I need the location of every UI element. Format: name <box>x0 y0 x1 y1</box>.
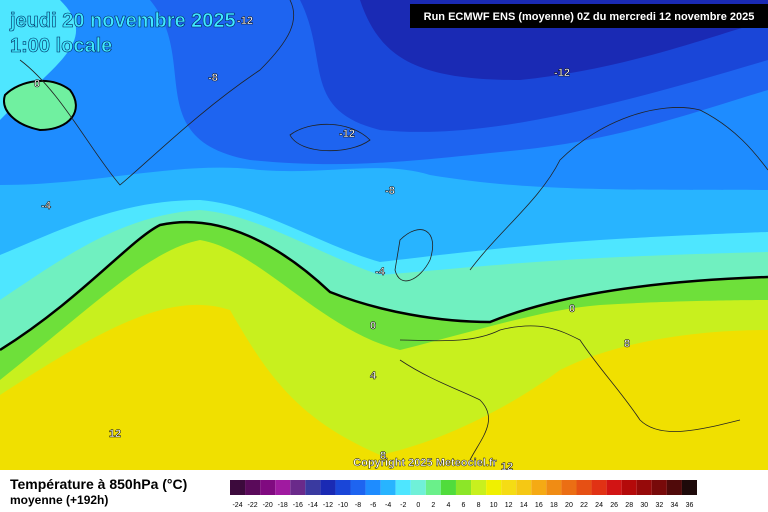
contour-label: -12 <box>237 15 253 27</box>
legend-swatch <box>501 480 517 495</box>
color-legend: -24 -22 -20 -18 -16 -14 -12 -10 -8 -6 -4 -2 0 2 4 6 8 10 1… <box>230 480 697 509</box>
legend-label: 0 <box>416 502 420 509</box>
legend-label: -18 <box>278 502 288 509</box>
contour-label: -8 <box>208 72 218 84</box>
legend-label: 26 <box>610 502 618 509</box>
legend-label: 24 <box>595 502 603 509</box>
contour-label: -12 <box>339 128 355 140</box>
contour-label: -4 <box>375 266 386 278</box>
contour-label: 0 <box>370 320 376 332</box>
legend-label: -14 <box>308 502 318 509</box>
legend-label: 30 <box>640 502 648 509</box>
contour-label: 8 <box>380 450 386 462</box>
legend-label: -16 <box>293 502 303 509</box>
legend-swatch <box>410 480 426 495</box>
legend-label: -6 <box>370 502 376 509</box>
legend-label: -22 <box>248 502 258 509</box>
contour-label: 0 <box>569 303 575 315</box>
contour-label: 8 <box>624 338 630 350</box>
contour-label: 0 <box>34 78 40 90</box>
legend-swatch <box>350 480 366 495</box>
legend-swatch <box>606 480 622 495</box>
time-title: 1:00 locale <box>10 35 112 57</box>
legend-label: -10 <box>338 502 348 509</box>
legend-label: 34 <box>671 502 679 509</box>
legend-label: 18 <box>550 502 558 509</box>
coastlines <box>19 0 768 461</box>
legend-label: 2 <box>431 502 435 509</box>
run-info: Run ECMWF ENS (moyenne) 0Z du mercredi 1… <box>424 11 755 23</box>
legend-swatch <box>591 480 607 495</box>
contour-label: -12 <box>554 67 570 79</box>
legend-label: 16 <box>535 502 543 509</box>
legend-swatch <box>305 480 321 495</box>
legend-label: -8 <box>355 502 361 509</box>
legend-label: 8 <box>477 502 481 509</box>
legend-label: 10 <box>490 502 498 509</box>
date-title: jeudi 20 novembre 2025 <box>9 10 236 32</box>
run-box <box>410 4 768 28</box>
contour-label: 12 <box>109 428 121 440</box>
legend-swatch <box>546 480 562 495</box>
legend-swatch <box>516 480 532 495</box>
legend-swatch <box>260 480 276 495</box>
legend-label: 4 <box>446 502 450 509</box>
legend-swatch <box>455 480 472 495</box>
legend-swatch <box>486 480 502 495</box>
legend-label: -24 <box>232 502 242 509</box>
legend-swatch <box>440 480 456 495</box>
legend-label: 36 <box>686 502 694 509</box>
footer-subtitle: moyenne (+192h) <box>10 493 108 507</box>
contour-label: 4 <box>370 370 377 382</box>
legend-swatch <box>561 480 577 495</box>
legend-swatch <box>395 480 411 495</box>
legend-label: 28 <box>625 502 633 509</box>
legend-swatch <box>471 480 487 495</box>
legend-swatch <box>425 480 441 495</box>
contour-label: -4 <box>41 200 52 212</box>
legend-swatch <box>230 480 246 495</box>
legend-swatch <box>531 480 547 495</box>
legend-swatch <box>636 480 652 495</box>
legend-label: 32 <box>655 502 663 509</box>
legend-label: 14 <box>520 502 528 509</box>
legend-swatch <box>681 480 697 495</box>
legend-label: 6 <box>462 502 466 509</box>
greenland-patch <box>3 79 77 132</box>
legend-swatch <box>335 480 351 495</box>
legend-swatch <box>666 480 682 495</box>
legend-label: 12 <box>505 502 513 509</box>
legend-label: -4 <box>385 502 391 509</box>
legend-label: -12 <box>323 502 333 509</box>
contour-label: -8 <box>385 185 395 197</box>
legend-swatch <box>380 480 396 495</box>
legend-swatch <box>245 480 261 495</box>
legend-label: 22 <box>580 502 588 509</box>
copyright: Copyright 2025 Meteociel.fr <box>353 457 497 469</box>
legend-swatch <box>621 480 637 495</box>
legend-label: 20 <box>565 502 573 509</box>
legend-label: -2 <box>400 502 406 509</box>
zero-isotherm <box>0 220 768 352</box>
legend-swatch <box>320 480 336 495</box>
legend-swatch <box>275 480 291 495</box>
legend-swatch <box>576 480 592 495</box>
legend-label: -20 <box>263 502 273 509</box>
legend-swatch <box>651 480 667 495</box>
legend-swatch <box>365 480 381 495</box>
footer-title: Température à 850hPa (°C) <box>10 476 187 492</box>
legend-swatch <box>290 480 306 495</box>
